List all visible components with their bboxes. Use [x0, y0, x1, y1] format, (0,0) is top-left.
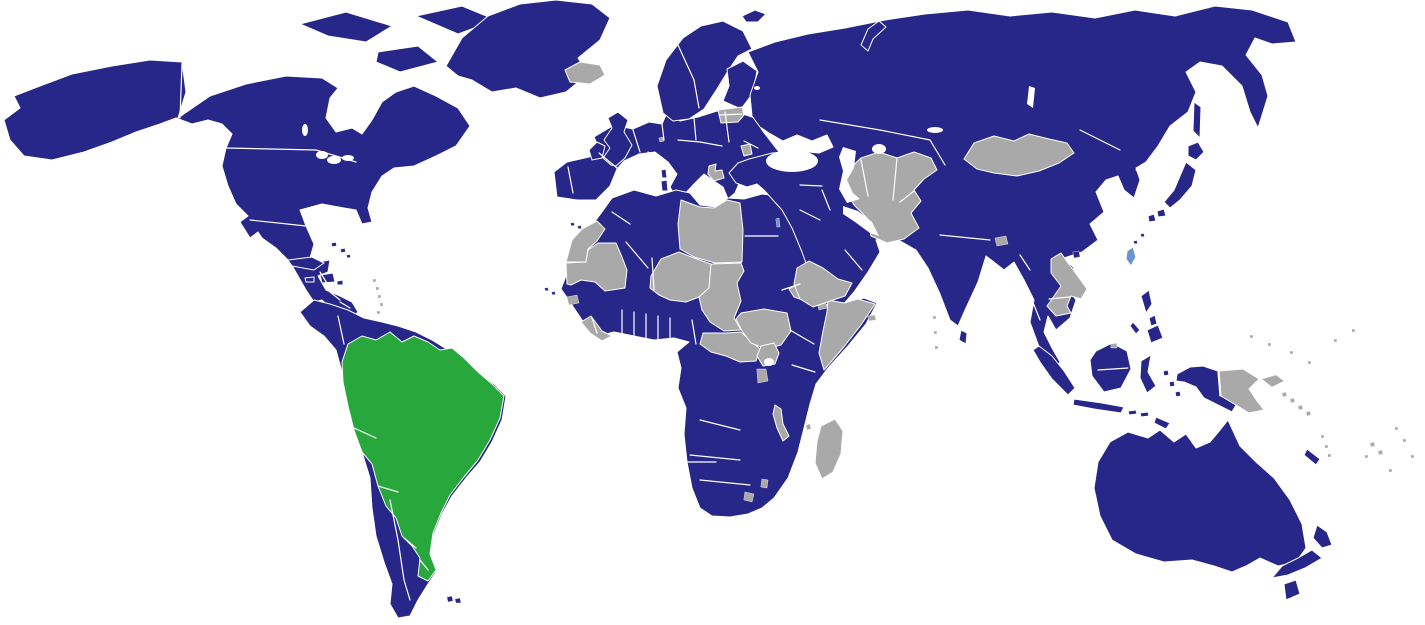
country-lesotho	[743, 491, 755, 503]
country-maldives	[932, 315, 939, 350]
region-western-new-guinea	[1175, 365, 1237, 413]
country-papua-new-guinea	[1218, 368, 1265, 414]
borders-south-america	[315, 315, 429, 601]
region-north-america	[3, 59, 471, 319]
seas-lakes	[302, 86, 1035, 366]
islands-lesser-antilles	[372, 278, 384, 315]
land-blue	[3, 0, 1333, 619]
island-tasmania	[1283, 579, 1301, 601]
country-philippines	[1129, 289, 1164, 344]
lake-winnipeg	[302, 124, 308, 136]
aral-sea	[872, 144, 886, 154]
lake-ladoga	[754, 86, 760, 90]
country-guinea-bissau	[566, 294, 580, 306]
persian-gulf	[843, 206, 879, 236]
country-malawi	[772, 404, 790, 442]
land-gray	[372, 61, 1415, 503]
borders-africa	[591, 211, 816, 486]
land-green	[341, 331, 505, 582]
countries-laos-cambodia	[1046, 252, 1088, 317]
country-great-britain	[602, 111, 633, 167]
lake-baikal	[1027, 86, 1035, 108]
country-vanuatu	[1320, 434, 1332, 458]
region-scandinavia	[656, 20, 753, 122]
country-finland	[722, 60, 758, 110]
countries-sierra-leone-liberia	[580, 315, 613, 342]
lake-victoria	[764, 358, 774, 366]
country-brazil	[341, 331, 505, 582]
country-brunei	[1110, 342, 1118, 349]
borders-europe	[567, 44, 759, 194]
island-sakhalin	[1192, 101, 1202, 139]
borders-north-america	[179, 63, 357, 309]
country-iceland	[564, 61, 606, 85]
country-fiji	[1364, 441, 1384, 459]
countries-kosovo-north-macedonia	[707, 163, 725, 182]
country-central-african-republic	[699, 331, 761, 363]
country-luxembourg	[658, 136, 665, 143]
country-australia	[1093, 419, 1307, 573]
lake-balkhash	[927, 127, 943, 133]
falkland-islands	[446, 595, 462, 604]
country-mauritania	[565, 242, 628, 292]
country-eswatini	[760, 478, 769, 489]
islands-polynesia	[1388, 426, 1415, 473]
borders-asia	[799, 119, 1221, 397]
countries-rwanda-burundi	[756, 368, 769, 384]
country-libya	[677, 199, 744, 264]
country-solomon-islands	[1281, 391, 1312, 417]
country-bhutan	[994, 235, 1009, 247]
territory-palestine	[775, 217, 781, 228]
region-caribbean-islands	[287, 241, 389, 342]
country-japan	[1132, 141, 1205, 245]
region-russian-arctic-islands	[741, 9, 887, 52]
internal-borders	[179, 44, 1221, 601]
country-uganda	[756, 342, 780, 367]
country-madagascar	[814, 418, 844, 480]
country-somalia	[818, 298, 876, 371]
territory-new-caledonia	[1303, 448, 1321, 466]
country-moldova	[740, 143, 753, 157]
country-mongolia	[963, 133, 1075, 177]
region-asia-mainland	[728, 5, 1297, 375]
land-lightblue	[775, 217, 1137, 267]
island-new-britain	[1261, 374, 1285, 388]
caspian-sea	[839, 147, 860, 203]
country-sri-lanka	[958, 329, 968, 345]
territory-taiwan	[1125, 246, 1137, 267]
black-sea	[766, 150, 818, 172]
island-hainan	[1072, 250, 1081, 259]
country-new-zealand	[1271, 524, 1333, 579]
country-ireland	[588, 141, 606, 161]
country-comoros	[805, 423, 812, 431]
region-indonesia-malaysia-islands	[1032, 342, 1182, 430]
islands-micronesia	[1249, 328, 1356, 365]
lake-michigan-huron	[327, 156, 341, 164]
country-yemen	[793, 260, 853, 308]
island-socotra	[867, 314, 877, 322]
lake-erie-ontario	[342, 155, 354, 161]
